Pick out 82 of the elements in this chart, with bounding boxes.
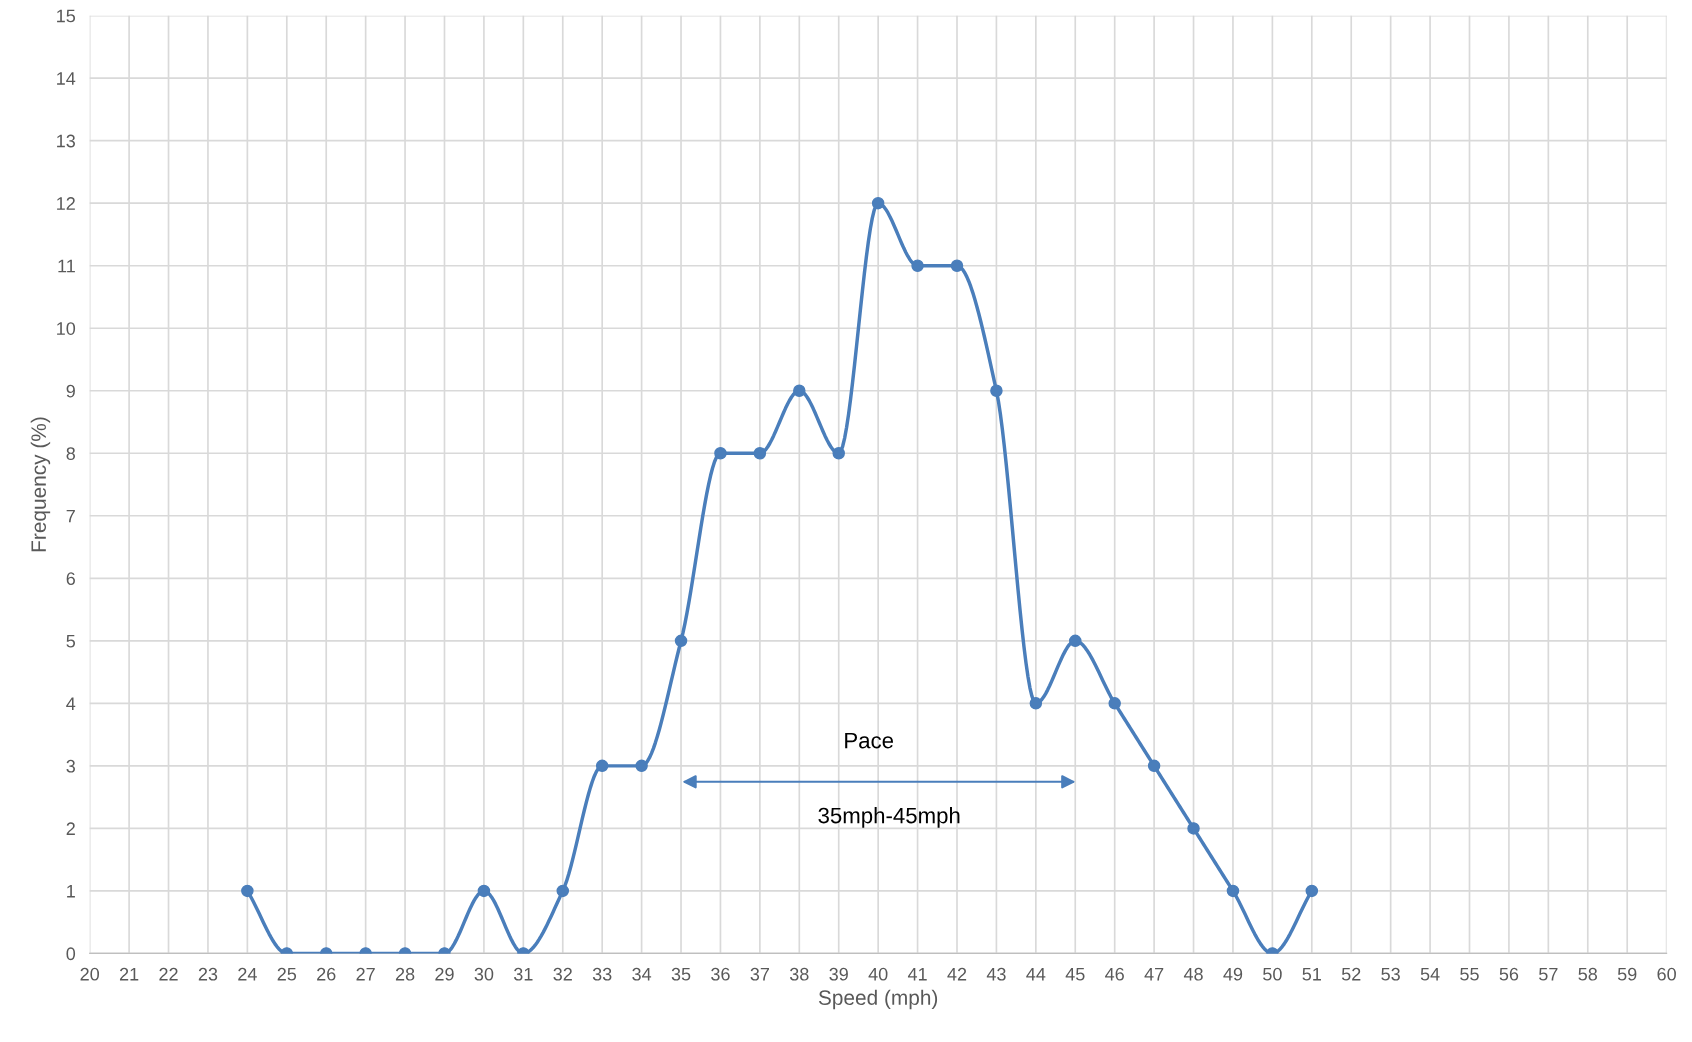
x-tick-label: 32 [553,967,572,981]
x-tick-label: 45 [1065,967,1085,981]
point [1226,884,1240,898]
y-tick-label: 1 [67,885,75,898]
y-tick-label: 4 [66,697,76,710]
x-tick-label: 23 [198,967,218,981]
x-tick-label: 59 [1617,967,1637,981]
point [793,384,806,398]
x-tick-label: 51 [1302,967,1321,981]
x-tick-label: 25 [277,967,297,981]
x-tick-label: 56 [1499,967,1519,981]
point [1187,822,1200,835]
x-tick-label: 52 [1341,967,1361,981]
y-axis-title: Frequency (%) [30,417,51,552]
y-tick-label: 8 [66,447,75,460]
x-tick-label: 44 [1026,967,1046,981]
x-tick-label: 43 [986,967,1006,981]
x-tick-label: 37 [750,967,770,981]
point [714,447,727,460]
x-tick-label: 39 [829,967,848,981]
y-tick-label: 6 [66,572,75,586]
y-tick-label: 9 [66,384,75,398]
x-tick-label: 38 [789,967,809,981]
x-tick-label: 35 [671,967,691,981]
point [241,884,254,898]
point [1069,634,1082,648]
point [595,759,609,773]
point [635,759,648,773]
x-tick-label: 58 [1578,967,1598,981]
point [674,634,688,648]
x-axis-title: Speed (mph) [818,989,938,1010]
x-tick-label: 34 [632,967,652,981]
y-tick-label: 12 [57,197,75,210]
x-tick-label: 33 [592,967,612,981]
y-tick-label: 10 [57,322,76,335]
x-tick-label: 49 [1223,967,1243,981]
x-tick-label: 31 [513,967,533,981]
x-tick-label: 53 [1381,967,1400,981]
point [950,259,964,272]
y-tick-label: 0 [66,947,76,961]
x-tick-label: 54 [1420,967,1440,981]
x-tick-label: 55 [1460,967,1479,981]
annotation: 35mph-45mph [818,807,960,828]
point [556,884,570,898]
x-tick-label: 47 [1144,967,1164,981]
point [911,259,924,272]
point [990,384,1003,398]
point [1305,884,1319,898]
point [477,884,491,898]
x-tick-label: 24 [238,967,257,981]
y-tick-label: 3 [66,759,75,773]
x-tick-label: 22 [159,967,178,981]
x-tick-label: 50 [1263,967,1282,981]
y-tick-label: 11 [58,259,75,273]
point [1147,759,1161,773]
x-tick-label: 26 [317,967,336,981]
x-tick-label: 57 [1539,967,1558,981]
point [832,447,845,460]
x-tick-label: 60 [1657,967,1676,981]
x-tick-label: 41 [907,967,927,981]
x-tick-label: 29 [435,967,454,981]
x-tick-label: 42 [947,967,967,981]
point [1029,697,1043,710]
x-tick-label: 27 [356,967,375,981]
x-tick-label: 46 [1105,967,1124,981]
y-tick-label: 5 [66,634,76,648]
point [1108,697,1121,710]
point [753,447,767,460]
y-tick-label: 15 [57,9,76,23]
x-tick-label: 30 [474,967,494,981]
y-tick-label: 13 [57,134,75,148]
x-tick-label: 36 [711,967,730,981]
x-tick-label: 20 [80,967,100,981]
y-tick-label: 14 [57,72,76,85]
x-tick-label: 21 [119,967,139,981]
x-tick-label: 28 [395,967,415,981]
annotation: Pace [845,732,894,749]
y-tick-label: 2 [66,822,75,835]
x-tick-label: 40 [868,967,888,981]
y-tick-label: 7 [66,509,75,523]
point [871,196,885,210]
x-tick-label: 48 [1183,967,1203,981]
